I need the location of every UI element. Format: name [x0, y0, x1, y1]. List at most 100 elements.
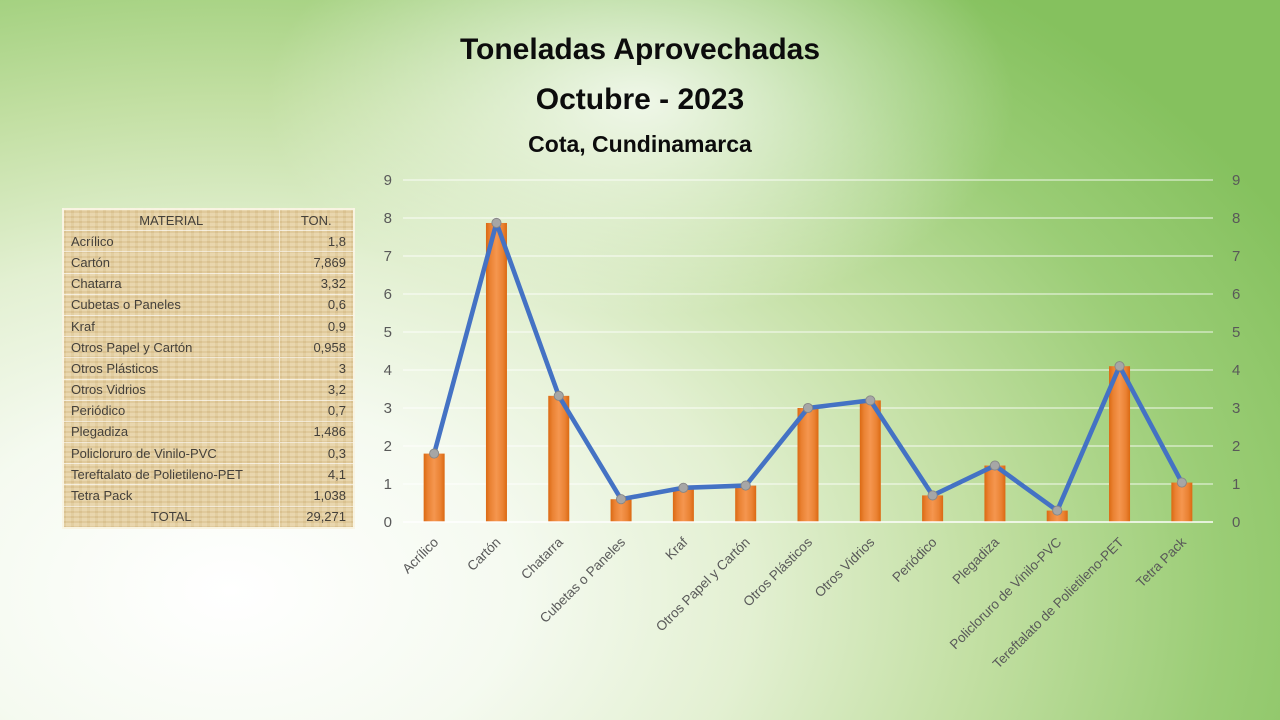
table-row: Chatarra 3,32	[63, 272, 354, 295]
material-cell: Chatarra	[63, 272, 280, 295]
y-axis-right-tick: 9	[1232, 172, 1240, 189]
chart-bar	[423, 453, 445, 522]
table-row: Policloruro de Vinilo-PVC 0,3	[63, 442, 354, 464]
chart-marker	[927, 490, 938, 501]
ton-cell: 0,7	[279, 399, 354, 422]
y-axis-right-tick: 3	[1232, 400, 1240, 417]
chart-marker	[491, 217, 502, 229]
table-row: Otros Vidrios 3,2	[63, 378, 354, 401]
chart-bar	[485, 222, 507, 522]
ton-cell: 7,869	[279, 251, 354, 274]
ton-cell: 4,1	[279, 463, 354, 485]
y-axis-right-tick: 2	[1232, 438, 1240, 455]
table-row: Cartón 7,869	[63, 251, 354, 274]
chart-marker	[802, 402, 814, 414]
y-axis-right-tick: 0	[1232, 514, 1240, 531]
chart-marker	[865, 395, 876, 406]
chart-marker	[616, 494, 627, 505]
total-label: TOTAL	[63, 505, 280, 528]
column-header-material: MATERIAL	[63, 208, 280, 231]
table-row: Periódico 0,7	[63, 399, 354, 422]
table-total-row: TOTAL 29,271	[63, 505, 354, 528]
material-cell: Acrílico	[63, 230, 280, 252]
chart-marker	[1114, 361, 1125, 372]
table-row: Cubetas o Paneles 0,6	[63, 293, 354, 316]
chart-bar	[922, 495, 944, 522]
x-axis-category-label: Cartón	[464, 535, 503, 574]
material-cell: Cubetas o Paneles	[63, 293, 280, 316]
x-axis-category-label: Tetra Pack	[1133, 534, 1189, 590]
x-axis-category-label: Acrílico	[399, 535, 441, 577]
chart-bar	[548, 395, 570, 522]
ton-cell: 3	[279, 357, 354, 379]
table-row: Plegadiza 1,486	[63, 420, 354, 443]
x-axis-category-label: Chatarra	[518, 534, 566, 582]
chart-bar	[610, 499, 632, 522]
page-subtitle-location: Cota, Cundinamarca	[528, 131, 752, 157]
table-row: Otros Papel y Cartón 0,958	[63, 336, 354, 358]
chart-bar	[1109, 366, 1131, 522]
chart-marker	[740, 480, 751, 491]
y-axis-right-tick: 6	[1232, 286, 1240, 303]
y-axis-left-tick: 5	[384, 324, 392, 341]
y-axis-right-tick: 7	[1232, 248, 1240, 265]
ton-cell: 0,958	[279, 336, 354, 358]
chart-marker	[678, 482, 689, 493]
chart-bar	[672, 487, 694, 522]
y-axis-left-tick: 8	[384, 210, 392, 227]
y-axis-left-tick: 6	[384, 286, 392, 303]
x-axis-category-label: Periódico	[889, 535, 939, 585]
material-cell: Otros Plásticos	[63, 357, 280, 379]
y-axis-right-tick: 8	[1232, 210, 1240, 227]
ton-cell: 0,6	[279, 293, 354, 316]
ton-cell: 1,038	[279, 484, 354, 507]
chart-bar	[1171, 482, 1193, 522]
chart-marker	[1176, 477, 1187, 488]
material-cell: Plegadiza	[63, 420, 280, 443]
table-row: Tetra Pack 1,038	[63, 484, 354, 507]
material-cell: Cartón	[63, 251, 280, 274]
ton-cell: 1,8	[279, 230, 354, 252]
chart-bar	[1046, 510, 1068, 522]
ton-cell: 0,3	[279, 442, 354, 464]
page-subtitle-date: Octubre - 2023	[535, 82, 745, 116]
ton-cell: 0,9	[279, 314, 354, 337]
table-row: Kraf 0,9	[63, 314, 354, 337]
x-axis-category-label: Otros Vidrios	[812, 534, 878, 600]
chart-marker	[553, 390, 564, 401]
page-title: Toneladas Aprovechadas	[459, 33, 821, 66]
table-row: Tereftalato de Polietileno-PET 4,1	[63, 463, 354, 485]
chart-bar	[859, 400, 881, 522]
table-header-row: MATERIAL TON.	[63, 208, 354, 231]
table-row: Acrílico 1,8	[63, 230, 354, 252]
y-axis-right-tick: 1	[1232, 476, 1240, 493]
ton-cell: 1,486	[279, 420, 354, 443]
y-axis-right-tick: 5	[1232, 324, 1240, 341]
title-block: Toneladas Aprovechadas Octubre - 2023 Co…	[0, 34, 1280, 156]
material-cell: Tereftalato de Polietileno-PET	[63, 463, 280, 485]
materials-table: MATERIAL TON. Acrílico 1,8 Cartón 7,869 Chat…	[62, 208, 355, 529]
chart-bar	[797, 408, 819, 522]
material-cell: Otros Papel y Cartón	[63, 336, 280, 358]
ton-cell: 3,32	[279, 272, 354, 295]
y-axis-left-tick: 4	[384, 362, 392, 379]
material-cell: Kraf	[63, 314, 280, 337]
bar-series	[423, 222, 1193, 522]
chart-marker	[1052, 505, 1063, 516]
x-axis-category-label: Kraf	[662, 534, 690, 562]
chart-bar	[735, 485, 757, 522]
x-axis-category-label: Tereftalato de Polietileno-PET	[990, 535, 1127, 672]
combo-chart: 0 0 1 1 2 2 3 3 4 4 5 5 6 6 7 7 8 8 9 9 Acrílico Cartón Chatar…	[384, 172, 1241, 672]
y-axis-left-tick: 7	[384, 248, 392, 265]
chart-marker	[989, 460, 1000, 471]
line-series	[429, 217, 1187, 516]
y-axis-left-tick: 0	[384, 514, 392, 531]
material-cell: Tetra Pack	[63, 484, 280, 507]
ton-cell: 3,2	[279, 378, 354, 401]
x-axis-category-label: Plegadiza	[950, 534, 1003, 587]
y-axis-right-tick: 4	[1232, 362, 1240, 379]
chart-bar	[984, 465, 1006, 522]
column-header-ton: TON.	[279, 208, 354, 231]
y-axis-left-tick: 3	[384, 400, 392, 417]
